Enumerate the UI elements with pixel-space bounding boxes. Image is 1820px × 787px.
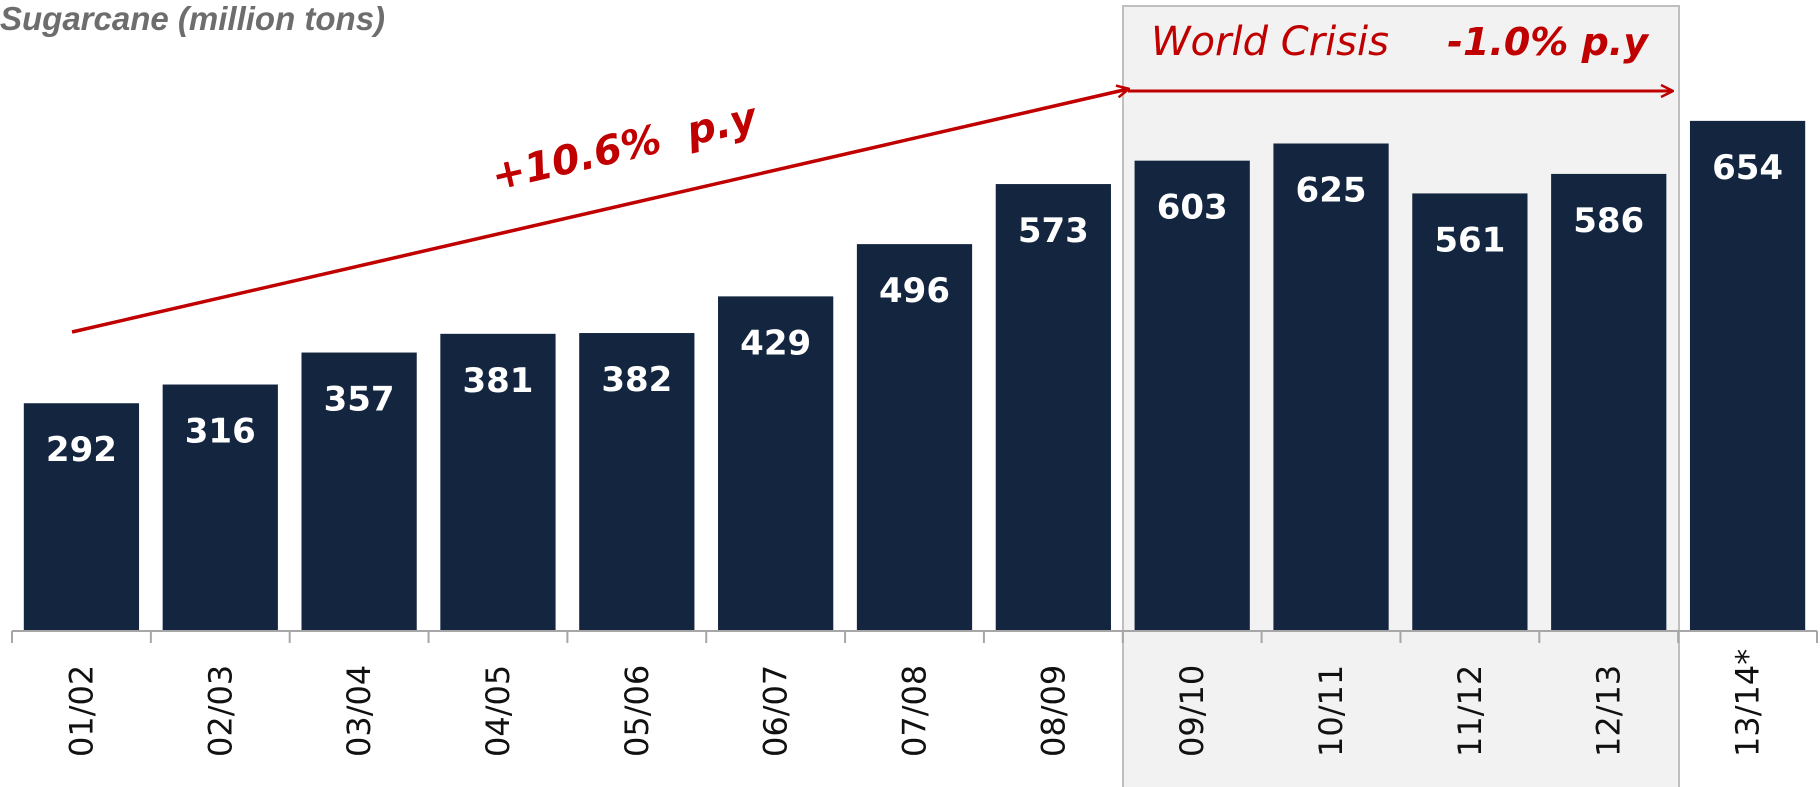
decline-annotation: -1.0% p.y <box>1447 20 1650 64</box>
bar <box>1273 143 1389 631</box>
x-tick-label: 11/12 <box>1451 665 1489 757</box>
value-label: 292 <box>46 430 117 470</box>
bar <box>301 352 417 631</box>
value-label: 561 <box>1434 220 1505 260</box>
x-tick-label: 13/14* <box>1729 649 1767 757</box>
bar <box>718 296 834 631</box>
value-label: 586 <box>1573 201 1644 241</box>
bar <box>1551 173 1667 632</box>
bar <box>23 403 140 631</box>
bar <box>1134 160 1250 631</box>
chart-title: Sugarcane (million tons) <box>0 0 385 37</box>
x-tick-label: 03/04 <box>340 665 378 757</box>
value-label: 603 <box>1157 188 1228 228</box>
x-tick-label: 05/06 <box>618 665 656 757</box>
x-tick-label: 02/03 <box>201 665 239 757</box>
x-tick-label: 09/10 <box>1173 665 1211 757</box>
value-label: 429 <box>740 323 811 363</box>
x-tick-label: 04/05 <box>479 665 517 757</box>
marks: 292 01/02 316 02/03 357 03/04 381 04/05 382 05/06… <box>11 120 1818 757</box>
bar <box>440 333 556 631</box>
value-label: 654 <box>1712 148 1783 188</box>
x-tick-label: 06/07 <box>757 665 795 757</box>
bar <box>1412 193 1528 632</box>
value-label: 357 <box>324 380 395 420</box>
value-label: 382 <box>601 360 672 400</box>
crisis-annotation: World Crisis <box>1151 19 1389 65</box>
bar <box>1689 120 1806 631</box>
trend-arrow <box>71 89 1128 334</box>
x-tick-label: 01/02 <box>62 665 100 757</box>
x-tick-label: 10/11 <box>1312 665 1350 757</box>
value-label: 573 <box>1018 211 1089 251</box>
x-tick-label: 12/13 <box>1590 665 1628 757</box>
bar <box>162 384 278 631</box>
value-label: 496 <box>879 271 950 311</box>
bar <box>579 333 695 631</box>
bar <box>856 244 973 631</box>
x-tick-label: 08/09 <box>1034 665 1072 757</box>
value-label: 625 <box>1296 171 1367 211</box>
x-tick-label: 07/08 <box>896 665 934 757</box>
value-label: 381 <box>462 361 533 401</box>
value-label: 316 <box>185 412 256 452</box>
bar <box>995 184 1111 631</box>
